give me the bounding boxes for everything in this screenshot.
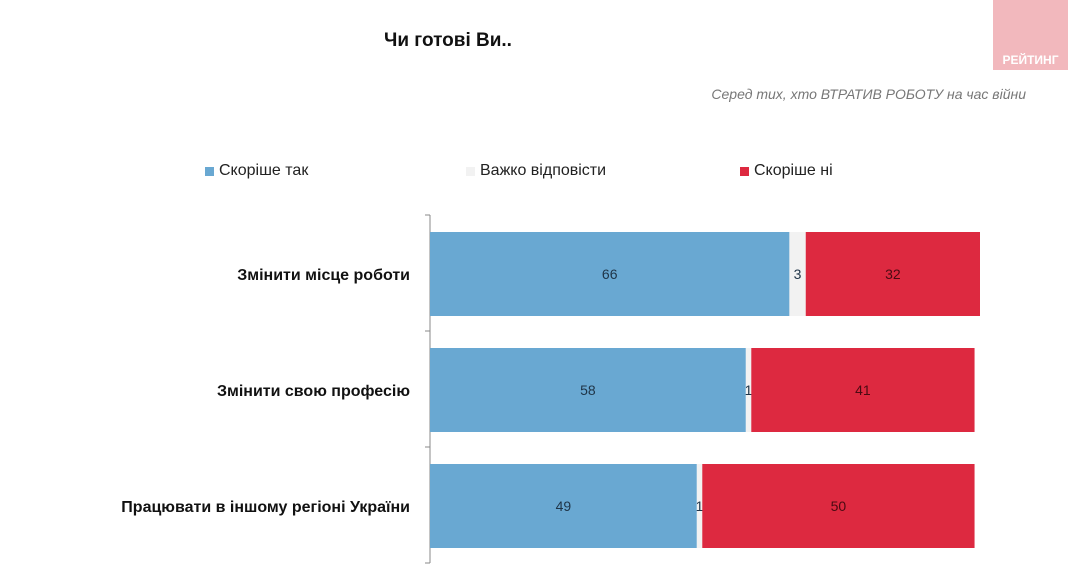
data-label: 32 [885, 266, 901, 282]
bar-segment [696, 464, 703, 548]
data-label: 1 [696, 498, 704, 514]
category-label: Працювати в іншому регіоні України [121, 499, 410, 516]
bar-segment [805, 232, 980, 316]
data-label: 1 [745, 382, 753, 398]
logo-text: РЕЙТИНГ [1002, 53, 1059, 67]
bar-segment [751, 348, 975, 432]
bar-segment [789, 232, 806, 316]
rating-logo: РЕЙТИНГ [993, 0, 1068, 70]
legend-swatch [740, 166, 749, 176]
legend-label: Скоріше ні [754, 162, 833, 179]
data-label: 66 [602, 266, 618, 282]
legend-label: Важко відповісти [480, 162, 607, 179]
chart-title: Чи готові Ви.. [384, 30, 512, 51]
bar-segment [745, 348, 752, 432]
data-label: 3 [794, 266, 802, 282]
bar-segment [702, 464, 975, 548]
data-label: 50 [831, 498, 847, 514]
category-label: Змінити місце роботи [237, 267, 410, 284]
data-label: 58 [580, 382, 596, 398]
bar-segment [430, 232, 790, 316]
legend-item-hard: Важко відповісти [466, 162, 606, 180]
category-label: Змінити свою професію [217, 383, 410, 400]
data-label: 49 [556, 498, 572, 514]
bar-segment [430, 464, 697, 548]
legend-label: Скоріше так [219, 162, 309, 179]
bar-segment [430, 348, 746, 432]
legend-item-no: Скоріше ні [740, 162, 833, 180]
data-label: 41 [855, 382, 871, 398]
legend-swatch [466, 166, 475, 176]
legend-item-yes: Скоріше так [205, 162, 308, 180]
chart-subtitle: Серед тих, хто ВТРАТИВ РОБОТУ на час вій… [711, 86, 1026, 102]
legend-swatch [205, 166, 214, 176]
